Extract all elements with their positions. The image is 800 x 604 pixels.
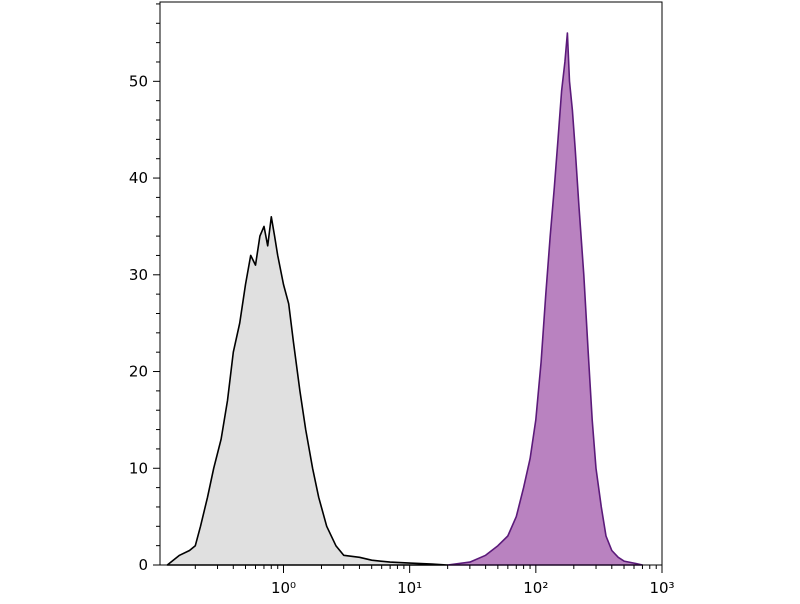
x-tick-label: 10³ <box>649 579 674 597</box>
x-tick-label: 10¹ <box>397 579 422 597</box>
x-tick-label: 10² <box>523 579 548 597</box>
y-tick-label: 20 <box>129 363 148 381</box>
histogram-area <box>446 32 644 566</box>
y-tick-label: 40 <box>129 169 148 187</box>
y-tick-label: 30 <box>129 266 148 284</box>
y-tick-label: 10 <box>129 459 148 477</box>
y-tick-label: 50 <box>129 72 148 90</box>
plot-frame <box>159 1 663 566</box>
x-tick-label: 10⁰ <box>271 579 296 597</box>
histogram-area <box>166 216 449 566</box>
y-tick-label: 0 <box>138 556 148 574</box>
